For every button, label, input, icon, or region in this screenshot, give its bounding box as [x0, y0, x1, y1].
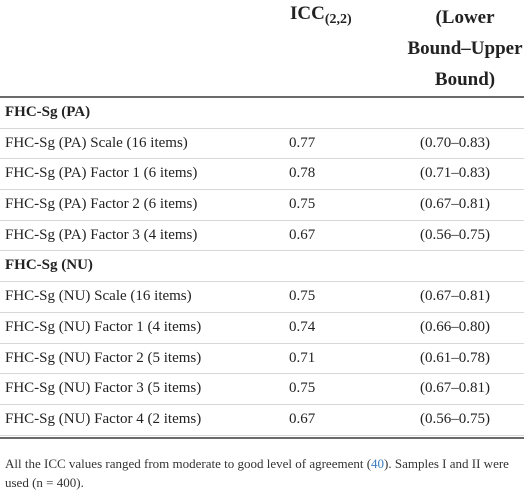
row-confidence-interval: (0.67–0.81) [420, 380, 490, 397]
section-header-row: FHC-Sg (NU) [0, 251, 524, 283]
row-icc-value: 0.77 [289, 134, 316, 151]
row-label: FHC-Sg (NU) Factor 2 (5 items) [5, 349, 202, 366]
row-icc-value: 0.74 [289, 318, 316, 335]
row-confidence-interval: (0.66–0.80) [420, 318, 490, 335]
row-confidence-interval: (0.56–0.75) [420, 410, 490, 427]
row-label: FHC-Sg (NU) [5, 257, 93, 274]
table-row: FHC-Sg (PA) Factor 1 (6 items) 0.78 (0.71–… [0, 159, 524, 191]
header-bound-line2: Bound–Upper [407, 38, 523, 59]
row-label: FHC-Sg (NU) Factor 4 (2 items) [5, 410, 202, 427]
row-icc-value: 0.78 [289, 165, 316, 182]
header-bound-line1: (Lower [435, 7, 495, 28]
row-icc-value: 0.75 [289, 288, 316, 305]
footnote-reference-link[interactable]: 40 [371, 456, 385, 471]
row-label: FHC-Sg (PA) [5, 104, 91, 120]
table-row: FHC-Sg (PA) Factor 2 (6 items) 0.75 (0.67–… [0, 190, 524, 221]
row-icc-value: 0.75 [289, 380, 316, 397]
footnote-text-before: All the ICC values ranged from moderate … [5, 456, 372, 471]
table-header: ICC(2,2) (Lower Bound–Upper Bound) [0, 0, 524, 98]
header-bounds: (Lower Bound–Upper Bound) [405, 2, 524, 95]
header-bound-line3: Bound) [434, 69, 496, 90]
row-confidence-interval: (0.71–0.83) [420, 165, 490, 182]
header-icc: ICC(2,2) [290, 2, 352, 32]
row-icc-value: 0.75 [289, 196, 316, 213]
row-label: FHC-Sg (NU) Factor 3 (5 items) [5, 380, 202, 397]
row-icc-value: 0.67 [289, 410, 316, 427]
row-label: FHC-Sg (PA) Factor 3 (4 items) [5, 226, 198, 243]
table-row: FHC-Sg (NU) Factor 3 (5 items) 0.75 (0.67–… [0, 374, 524, 405]
row-label: FHC-Sg (PA) Factor 2 (6 items) [5, 196, 198, 213]
header-icc-label: ICC [290, 3, 325, 24]
row-icc-value: 0.71 [289, 349, 316, 366]
table-row: FHC-Sg (PA) Factor 3 (4 items) 0.67 (0.56–… [0, 221, 524, 252]
table-row: FHC-Sg (NU) Factor 2 (5 items) 0.71 (0.61–… [0, 344, 524, 375]
row-icc-value: 0.67 [289, 226, 316, 243]
icc-table: ICC(2,2) (Lower Bound–Upper Bound) FHC-S… [0, 0, 524, 439]
table-row: FHC-Sg (NU) Factor 4 (2 items) 0.67 (0.56–… [0, 405, 524, 436]
header-icc-subscript: (2,2) [324, 12, 352, 27]
row-confidence-interval: (0.67–0.81) [420, 196, 490, 213]
table-row: FHC-Sg (NU) Scale (16 items) 0.75 (0.67–0.… [0, 282, 524, 313]
table-bottom-rule [0, 436, 524, 439]
row-label: FHC-Sg (PA) Scale (16 items) [5, 134, 188, 151]
table-footnote: All the ICC values ranged from moderate … [5, 454, 517, 492]
section-header-row: FHC-Sg (PA) [0, 98, 524, 129]
table-body: FHC-Sg (PA) FHC-Sg (PA) Scale (16 items) 0… [0, 98, 524, 436]
row-label: FHC-Sg (NU) Factor 1 (4 items) [5, 318, 202, 335]
row-label: FHC-Sg (NU) Scale (16 items) [5, 288, 192, 305]
row-confidence-interval: (0.67–0.81) [420, 288, 490, 305]
row-confidence-interval: (0.70–0.83) [420, 134, 490, 151]
row-confidence-interval: (0.61–0.78) [420, 349, 490, 366]
table-row: FHC-Sg (PA) Scale (16 items) 0.77 (0.70–0.… [0, 129, 524, 160]
table-row: FHC-Sg (NU) Factor 1 (4 items) 0.74 (0.66–… [0, 313, 524, 344]
row-label: FHC-Sg (PA) Factor 1 (6 items) [5, 165, 198, 182]
row-confidence-interval: (0.56–0.75) [420, 226, 490, 243]
footnote-text-after: ). Samples I and II were used (n = 400). [5, 456, 509, 490]
